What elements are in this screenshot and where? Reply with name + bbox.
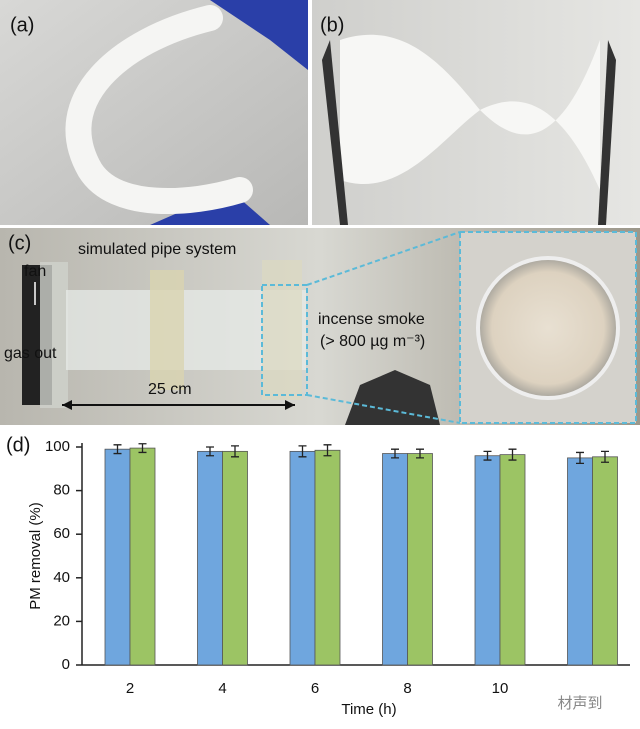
error-bar <box>483 450 492 461</box>
annotation: (> 800 µg m⁻³) <box>320 333 425 350</box>
bar <box>314 449 341 666</box>
y-tick-label: 20 <box>53 612 70 629</box>
x-tick-label: 8 <box>403 680 411 697</box>
annotation: simulated pipe system <box>78 241 236 258</box>
x-tick-label: 6 <box>311 680 319 697</box>
bar <box>289 450 316 666</box>
bar <box>382 453 408 666</box>
annotation: incense smoke <box>318 311 425 328</box>
error-bar <box>416 448 424 459</box>
error-bar <box>206 446 214 457</box>
bar <box>197 450 223 666</box>
bar-chart: 0 20 40 60 80 100 PM removal (%) Time (h) 2 4 6 8 10 <box>27 438 630 718</box>
annotation: gas out <box>4 345 57 362</box>
error-bar <box>231 445 239 458</box>
y-tick-label: 100 <box>45 438 70 455</box>
error-bar <box>113 444 122 455</box>
photo-b: (b) <box>312 0 640 225</box>
error-bar <box>508 448 517 461</box>
x-tick-label: 2 <box>126 680 134 697</box>
bar <box>567 457 593 666</box>
bar <box>129 447 156 666</box>
x-tick-label: 4 <box>218 680 226 697</box>
bar <box>104 448 131 666</box>
error-bar <box>601 450 609 463</box>
panel-label: (d) <box>6 434 30 456</box>
panel-label: (b) <box>320 14 344 36</box>
panel-label: (a) <box>10 14 34 36</box>
bar <box>474 455 501 666</box>
annotation: 25 cm <box>148 381 192 398</box>
y-tick-label: 40 <box>53 569 70 586</box>
error-bar <box>391 448 399 459</box>
photo-a: (a) <box>0 0 308 225</box>
y-tick-label: 60 <box>53 525 70 542</box>
error-bar <box>576 451 584 464</box>
panel-label: (c) <box>8 232 31 254</box>
y-tick-label: 80 <box>53 482 70 499</box>
photo-c: (c) simulated pipe system fan gas out in… <box>0 228 640 425</box>
bar <box>592 456 618 666</box>
error-bar <box>298 445 307 458</box>
y-axis-title: PM removal (%) <box>27 502 44 610</box>
error-bar <box>138 443 147 454</box>
bar <box>222 450 248 666</box>
x-axis-title: Time (h) <box>341 701 396 718</box>
error-bar <box>323 444 332 457</box>
y-tick-label: 0 <box>62 656 70 673</box>
x-tick-label: 10 <box>492 680 509 697</box>
bar <box>499 454 526 666</box>
bar <box>407 453 433 666</box>
annotation: fan <box>24 263 46 280</box>
watermark: 材声到 <box>557 694 602 712</box>
